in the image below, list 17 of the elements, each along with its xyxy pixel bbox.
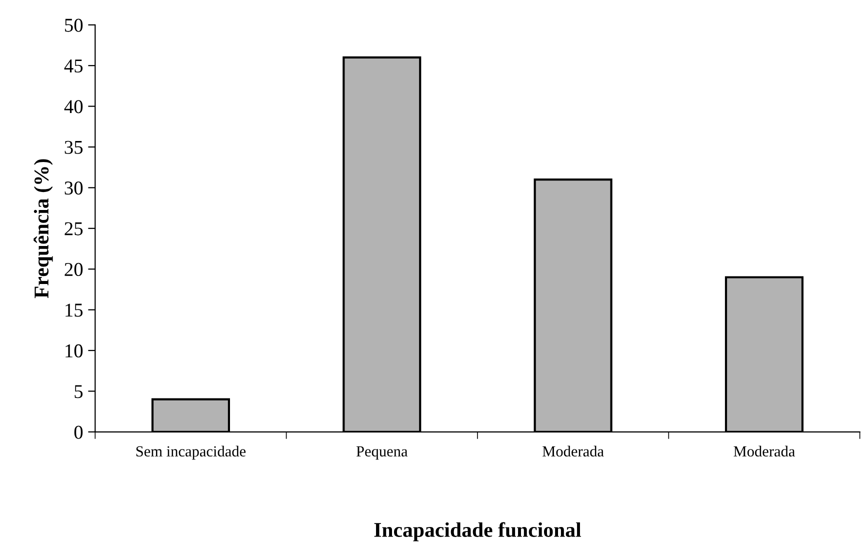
y-tick-label: 10 [66,344,83,358]
y-axis-title: Frequência (%) [34,159,53,298]
x-tick-label: Moderada [734,446,795,457]
x-tick-label: Sem incapacidade [136,446,246,460]
y-tick-label: 0 [74,426,83,439]
x-axis-title: Incapacidade funcional [374,522,582,542]
y-tick-label: 45 [64,60,83,73]
x-tick-label: Pequena [356,446,408,460]
y-tick-label: 40 [64,100,83,114]
y-tick-label: 30 [64,182,83,195]
y-tick-label: 25 [64,222,83,236]
y-tick-label: 20 [64,262,83,276]
y-tick-label: 5 [74,385,83,398]
x-tick-label: Moderada [542,446,604,457]
y-tick-label: 50 [65,18,83,32]
y-tick-label: 15 [66,304,83,317]
y-tick-label: 35 [64,140,83,154]
